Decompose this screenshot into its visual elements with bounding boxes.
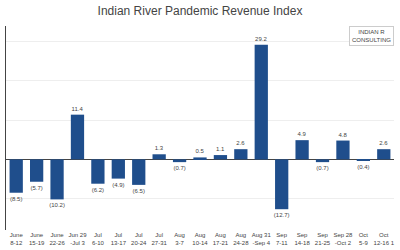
svg-text:Sep7-11: Sep7-11 [276,232,288,246]
svg-text:INDIAN RCONSULTING: INDIAN RCONSULTING [352,29,391,43]
svg-text:(8.5): (8.5) [10,196,22,202]
svg-text:(5.7): (5.7) [30,185,42,191]
svg-text:Sep21-25: Sep21-25 [315,232,331,246]
svg-text:(0.4): (0.4) [357,164,369,170]
svg-text:(4.9): (4.9) [112,182,124,188]
svg-text:4.8: 4.8 [338,132,347,138]
svg-text:1.1: 1.1 [216,146,225,152]
svg-text:29.2: 29.2 [255,36,267,42]
svg-text:Aug24-28: Aug24-28 [233,232,249,246]
svg-text:Jul20-24: Jul20-24 [131,232,147,246]
svg-text:(12.7): (12.7) [274,212,290,218]
svg-text:2.6: 2.6 [236,140,245,146]
svg-text:June8-12: June8-12 [10,232,24,246]
svg-text:(10.2): (10.2) [49,202,65,208]
svg-text:Jul6-10: Jul6-10 [92,232,105,246]
svg-text:Sep 28-Oct 2: Sep 28-Oct 2 [333,232,353,246]
svg-text:Aug10-14: Aug10-14 [192,232,208,246]
svg-text:Oct12-16 1: Oct12-16 1 [374,232,395,246]
svg-text:1.3: 1.3 [155,145,164,151]
svg-text:Aug17-21: Aug17-21 [213,232,229,246]
svg-text:Jul13-17: Jul13-17 [111,232,127,246]
svg-text:4.9: 4.9 [298,131,307,137]
svg-text:11.4: 11.4 [72,106,84,112]
svg-text:June22-26: June22-26 [49,232,65,246]
svg-text:Oct5-9: Oct5-9 [359,232,369,246]
svg-text:June15-19: June15-19 [29,232,45,246]
svg-text:(6.2): (6.2) [92,187,104,193]
svg-text:Jul27-31: Jul27-31 [151,232,167,246]
svg-text:(0.7): (0.7) [316,165,328,171]
svg-text:(0.7): (0.7) [173,165,185,171]
svg-text:Jun 29-Jul 3: Jun 29-Jul 3 [68,232,87,246]
svg-text:2.6: 2.6 [379,140,388,146]
svg-text:Sep14-18: Sep14-18 [294,232,310,246]
svg-text:0.5: 0.5 [195,148,204,154]
svg-text:Aug 31-Sep 4: Aug 31-Sep 4 [252,232,272,246]
svg-text:Indian River Pandemic Revenue: Indian River Pandemic Revenue Index [98,4,303,18]
svg-text:(6.5): (6.5) [133,188,145,194]
svg-text:Aug3-7: Aug3-7 [174,232,185,246]
